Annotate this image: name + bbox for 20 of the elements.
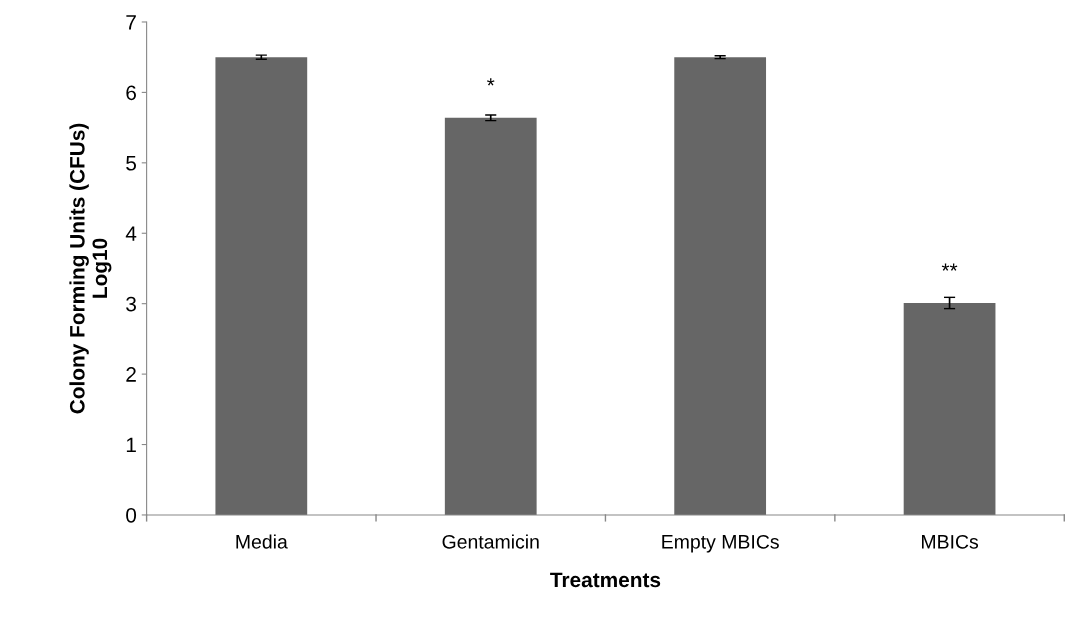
y-tick-label: 6 — [126, 85, 136, 101]
y-tick-label: 4 — [125, 226, 137, 241]
bar — [215, 57, 308, 515]
x-tick-label: Empty MBICs — [662, 534, 779, 553]
bar — [903, 302, 996, 515]
bar — [444, 117, 537, 515]
bar — [674, 57, 767, 515]
y-tick-label: 2 — [126, 367, 136, 382]
y-tick-label: 1 — [126, 437, 136, 453]
x-tick-label: Media — [236, 534, 288, 549]
annotation: * — [487, 78, 495, 86]
y-tick-label: 3 — [126, 296, 136, 312]
y-axis-title: Colony Forming Units (CFUs) Log10 — [69, 123, 112, 414]
annotation: ** — [941, 263, 958, 271]
x-tick-label: MBICs — [922, 534, 979, 549]
y-tick-label: 5 — [126, 156, 137, 171]
y-tick-label: 7 — [126, 15, 136, 30]
x-axis-title: Treatments — [550, 572, 661, 588]
y-tick-label: 0 — [126, 507, 137, 523]
x-tick-label: Gentamicin — [442, 534, 539, 549]
